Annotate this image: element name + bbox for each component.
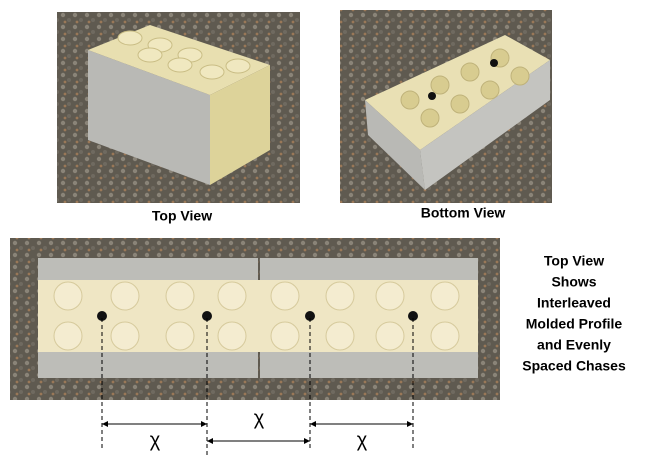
description-line: Molded Profile (526, 316, 623, 332)
top-view-photo (57, 12, 300, 203)
caption: Top View (152, 208, 212, 224)
bottom-view-photo (340, 10, 552, 203)
caption: Bottom View (421, 205, 506, 221)
description-line: Shows (551, 274, 596, 290)
dimension-lines (101, 318, 414, 458)
dimension-label: χ (254, 407, 265, 429)
description-line: Interleaved (537, 295, 611, 311)
description-line: and Evenly (537, 337, 611, 353)
description: Top View Shows Interleaved Molded Profile an… (522, 253, 626, 374)
description-line: Spaced Chases (522, 358, 626, 374)
plan-photo (10, 238, 500, 400)
description-line: Top View (544, 253, 604, 269)
dimension-label: χ (150, 429, 161, 451)
dimension-label: χ (357, 429, 368, 451)
